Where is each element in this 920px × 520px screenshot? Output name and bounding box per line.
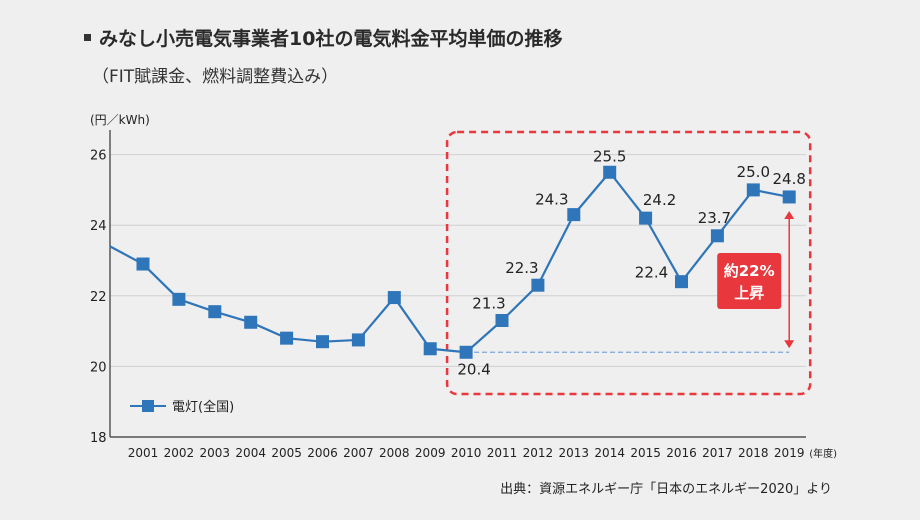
title-bullet-icon	[84, 34, 91, 41]
x-tick-label: 2004	[235, 446, 266, 460]
data-point-marker	[782, 190, 796, 204]
x-tick-label: 2015	[630, 446, 661, 460]
data-label: 22.3	[505, 259, 538, 277]
data-label: 24.8	[772, 170, 805, 188]
data-point-marker	[244, 315, 258, 329]
data-point-marker	[459, 345, 473, 359]
chart-title-row: みなし小売電気事業者10社の電気料金平均単価の推移	[84, 24, 562, 51]
x-tick-label: 2014	[594, 446, 625, 460]
data-label: 24.3	[535, 191, 568, 209]
data-point-marker	[423, 342, 437, 356]
data-point-marker	[603, 165, 617, 179]
data-point-marker	[531, 278, 545, 292]
data-label: 25.5	[593, 147, 626, 165]
chart-title: みなし小売電気事業者10社の電気料金平均単価の推移	[99, 28, 563, 50]
increase-annotation-text: 上昇	[734, 284, 764, 302]
legend-marker	[142, 400, 154, 412]
data-point-marker	[172, 292, 186, 306]
data-point-marker	[280, 331, 294, 345]
arrow-up-icon	[784, 210, 795, 219]
data-point-marker	[351, 333, 365, 347]
data-label: 20.4	[457, 360, 490, 378]
x-tick-label: 2013	[559, 446, 590, 460]
y-axis-unit-label: (円／kWh)	[90, 113, 150, 127]
x-tick-label: 2010	[451, 446, 482, 460]
x-tick-label: 2017	[702, 446, 733, 460]
x-tick-label: 2005	[271, 446, 302, 460]
y-tick-label: 18	[90, 431, 107, 446]
data-point-marker	[387, 291, 401, 305]
data-label: 25.0	[737, 163, 770, 181]
x-tick-label: 2012	[523, 446, 554, 460]
y-tick-label: 24	[90, 219, 107, 234]
x-tick-label: 2009	[415, 446, 446, 460]
chart-subtitle: （FIT賦課金、燃料調整費込み）	[92, 67, 339, 87]
x-tick-label: 2002	[164, 446, 195, 460]
data-label: 24.2	[643, 191, 676, 209]
data-point-marker	[208, 305, 222, 319]
data-point-marker	[567, 208, 581, 222]
data-point-marker	[710, 229, 724, 243]
data-point-marker	[316, 335, 329, 349]
highlight-box	[445, 130, 812, 396]
increase-annotation-box	[717, 253, 782, 309]
x-tick-label: 2019	[774, 446, 805, 460]
x-tick-label: 2006	[307, 446, 338, 460]
x-tick-label: 2011	[487, 446, 518, 460]
y-tick-label: 26	[90, 149, 107, 164]
series-line	[109, 171, 790, 354]
legend-label: 電灯(全国)	[172, 399, 234, 415]
data-point-marker	[746, 183, 760, 197]
data-point-marker	[675, 275, 688, 289]
y-tick-label: 22	[90, 290, 107, 305]
x-tick-label: 2018	[738, 446, 769, 460]
data-point-marker	[639, 211, 653, 225]
x-tick-label: 2007	[343, 446, 374, 460]
data-label: 22.4	[635, 264, 668, 282]
x-tick-label: 2001	[128, 446, 159, 460]
x-tick-label: 2008	[379, 446, 410, 460]
data-point-marker	[495, 314, 509, 328]
increase-annotation-percent: 約22%	[724, 262, 775, 280]
data-label: 23.7	[698, 209, 731, 227]
x-tick-label: 2016	[666, 446, 697, 460]
arrow-down-icon	[784, 340, 795, 349]
source-note: 出典：資源エネルギー庁「日本のエネルギー2020」より	[500, 482, 832, 497]
y-tick-label: 20	[90, 360, 107, 375]
x-axis-unit-label: (年度)	[809, 447, 837, 460]
data-label: 21.3	[472, 295, 505, 313]
data-point-marker	[136, 257, 150, 271]
x-tick-label: 2003	[200, 446, 231, 460]
